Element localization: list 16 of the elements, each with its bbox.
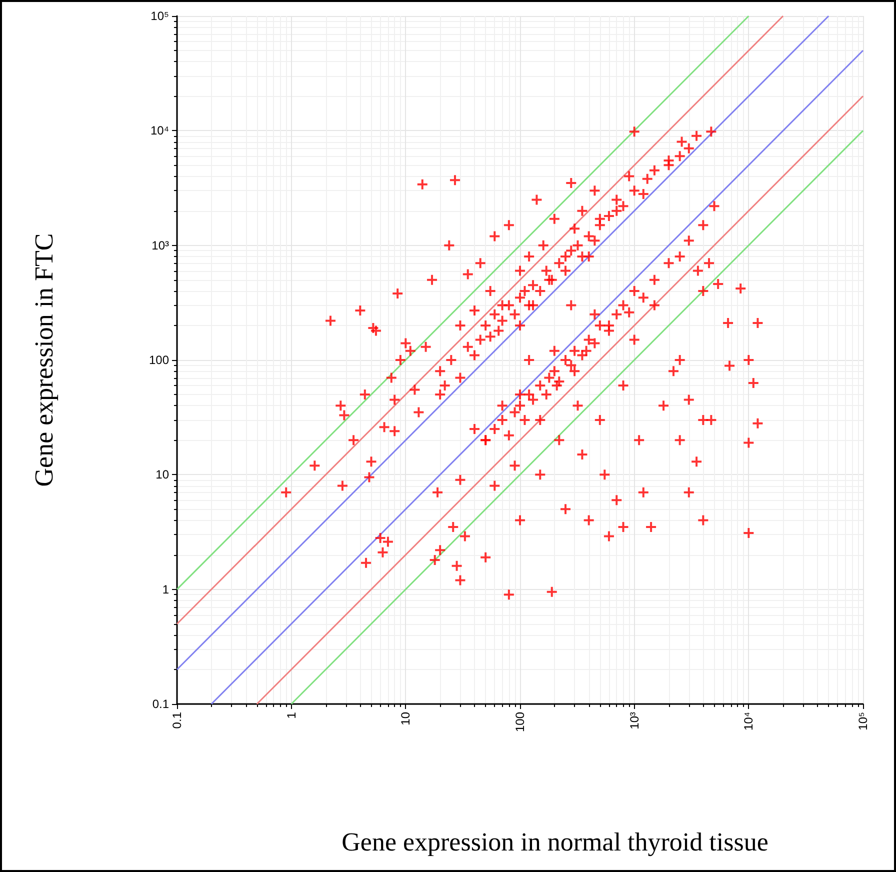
x-tick-label: 0.1: [170, 712, 184, 729]
x-tick-label: 10: [398, 712, 413, 726]
x-tick-label: 10⁵: [856, 712, 870, 730]
y-tick-label: 0.1: [152, 697, 170, 711]
y-tick-label: 10: [156, 468, 170, 482]
y-tick-label: 10³: [152, 238, 170, 252]
y-tick-label: 100: [148, 353, 170, 367]
x-tick-label: 10⁴: [742, 712, 756, 731]
x-tick-label: 100: [513, 712, 527, 732]
y-tick-label: 10⁵: [150, 9, 170, 23]
y-axis-title: Gene expression in FTC: [30, 233, 58, 487]
x-tick-label: 10³: [627, 712, 642, 730]
y-tick-label: 10⁴: [150, 124, 169, 138]
y-tick-label: 1: [162, 582, 170, 596]
x-axis-title: Gene expression in normal thyroid tissue: [342, 828, 768, 856]
x-tick-label: 1: [284, 712, 298, 719]
